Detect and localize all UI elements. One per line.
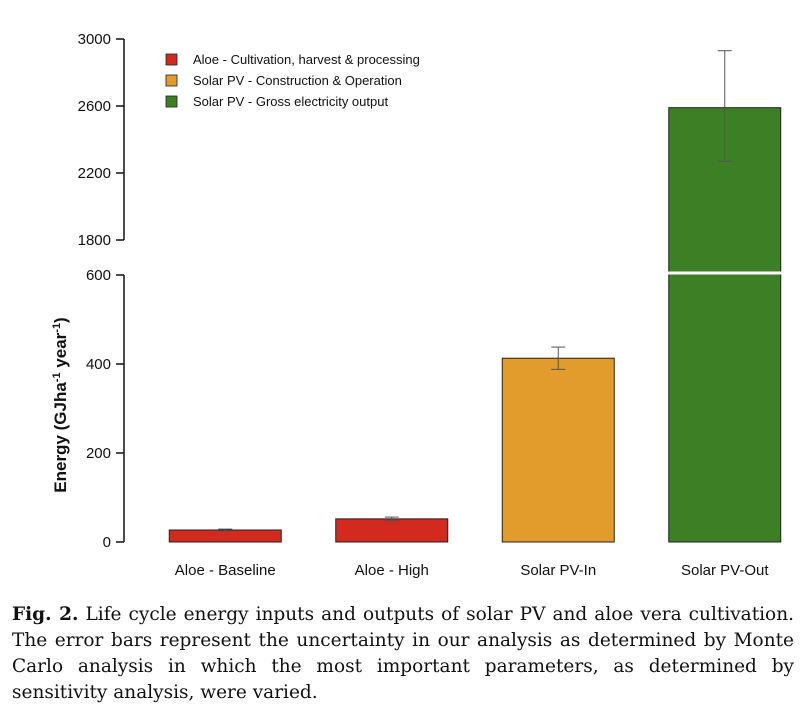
y-axis-label-sup2: -1 — [51, 323, 63, 333]
legend-label: Solar PV - Construction & Operation — [193, 73, 402, 88]
category-label: Solar PV-Out — [681, 562, 769, 579]
legend-label: Aloe - Cultivation, harvest & processing — [193, 52, 420, 67]
figure-caption: Fig. 2. Life cycle energy inputs and out… — [12, 602, 794, 706]
category-label: Solar PV-In — [520, 562, 596, 579]
category-label: Aloe - High — [355, 562, 429, 579]
legend-swatch — [165, 74, 178, 87]
y-axis-label-sup1: -1 — [51, 372, 63, 382]
y-lower-tick-label: 200 — [86, 445, 111, 462]
figure-caption-text: Life cycle energy inputs and outputs of … — [12, 604, 794, 703]
category-labels: Aloe - Baseline Aloe - High Solar PV-In Sol… — [175, 562, 770, 579]
legend-swatch — [165, 53, 178, 66]
y-lower-tick-label: 600 — [86, 267, 111, 284]
y-lower-tick-label: 0 — [103, 534, 111, 551]
bars — [168, 50, 782, 543]
bar-chart: 0 200 400 600 1800 2200 2600 3000 Aloe - Baseli… — [51, 31, 782, 579]
legend: Aloe - Cultivation, harvest & processing… — [165, 52, 420, 109]
bar — [501, 357, 615, 543]
legend-label: Solar PV - Gross electricity output — [193, 94, 388, 109]
y-lower-tick-label: 400 — [86, 356, 111, 373]
figure-caption-label: Fig. 2. — [12, 604, 79, 625]
bar — [335, 518, 449, 543]
y-upper-tick-label: 1800 — [78, 232, 111, 249]
y-axis-label-end: ) — [51, 317, 70, 323]
y-upper-tick-label: 2600 — [78, 98, 111, 115]
category-label: Aloe - Baseline — [175, 562, 276, 579]
y-upper-tick-label: 2200 — [78, 165, 111, 182]
y-axis-label-mid: year — [51, 332, 70, 372]
y-axis-label-main: Energy (GJha — [51, 382, 70, 493]
legend-swatch — [165, 95, 178, 108]
bar — [168, 529, 282, 543]
y-axis-label: Energy (GJha-1 year-1) — [51, 317, 70, 492]
y-upper-tick-label: 3000 — [78, 31, 111, 48]
y-axis: 0 200 400 600 1800 2200 2600 3000 — [78, 31, 125, 551]
bar — [668, 107, 782, 543]
